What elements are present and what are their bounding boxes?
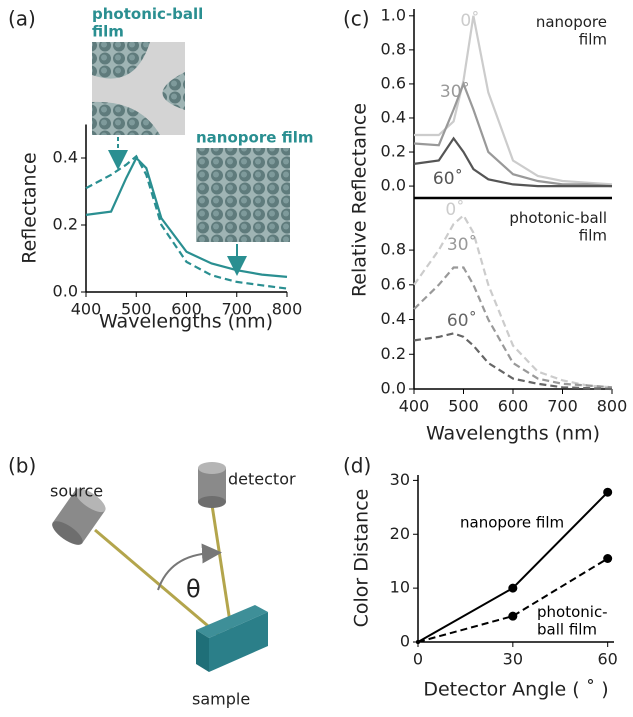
inset-nanopore bbox=[196, 148, 290, 242]
x-tick-label: 500 bbox=[121, 300, 152, 319]
series-line bbox=[414, 15, 613, 186]
x-tick-label: 700 bbox=[221, 300, 252, 319]
y-tick-label: 0.4 bbox=[381, 107, 406, 126]
x-axis-label: Wavelengths (nm) bbox=[99, 311, 273, 333]
y-tick-label: 0.6 bbox=[381, 73, 406, 92]
y-tick-label: 0.2 bbox=[381, 142, 406, 161]
y-tick-label: 0.2 bbox=[53, 215, 78, 234]
y-tick-label: 0.4 bbox=[381, 309, 406, 328]
diagram-label: detector bbox=[228, 470, 296, 489]
diagram: source detector sample θ bbox=[50, 462, 296, 709]
x-tick-label: 600 bbox=[171, 300, 202, 319]
series-line bbox=[413, 80, 613, 188]
detector-cylinder bbox=[198, 462, 226, 508]
source-cylinder bbox=[52, 488, 106, 545]
x-tick-label: 400 bbox=[399, 397, 430, 416]
x-tick-label: 500 bbox=[448, 397, 479, 416]
marker bbox=[508, 583, 518, 593]
x-tick-label: 700 bbox=[547, 397, 578, 416]
subplot-title: photonic-ball film bbox=[509, 209, 607, 244]
x-tick-label: 400 bbox=[71, 300, 102, 319]
series-label: 0˚ bbox=[460, 10, 479, 31]
series-label: photonic-ball film bbox=[537, 603, 608, 638]
series-label: nanopore film bbox=[460, 514, 564, 532]
y-axis-label: Relative Reflectance bbox=[349, 103, 371, 297]
subplot-title: nanopore film bbox=[536, 13, 607, 48]
y-tick-label: 0.8 bbox=[381, 39, 406, 58]
y-axis-label: Reflectance bbox=[19, 152, 41, 263]
x-tick-label: 0 bbox=[413, 650, 423, 669]
series-line bbox=[85, 156, 288, 278]
y-tick-label: 0.8 bbox=[381, 240, 406, 259]
x-axis-label: Wavelengths (nm) bbox=[426, 423, 600, 445]
series-label: photonic-ball film bbox=[92, 5, 203, 40]
diagram-label: θ bbox=[186, 575, 201, 603]
x-tick-label: 800 bbox=[272, 300, 303, 319]
x-tick-label: 600 bbox=[498, 397, 529, 416]
panel-label: (b) bbox=[8, 454, 36, 478]
x-axis-label: Detector Angle ( ˚ ) bbox=[423, 679, 608, 701]
y-tick-label: 0 bbox=[400, 632, 410, 651]
y-tick-label: 0.0 bbox=[53, 282, 78, 301]
diagram-label: sample bbox=[192, 690, 250, 709]
series-line bbox=[413, 332, 613, 391]
series-label: nanopore film bbox=[196, 129, 314, 147]
series-line bbox=[413, 266, 613, 389]
series-label: 60˚ bbox=[433, 168, 463, 189]
y-tick-label: 0.6 bbox=[381, 274, 406, 293]
marker bbox=[416, 640, 420, 644]
series-label: 60˚ bbox=[447, 310, 477, 331]
y-tick-label: 10 bbox=[390, 578, 410, 597]
x-tick-label: 800 bbox=[597, 397, 628, 416]
diagram-label: source bbox=[50, 482, 103, 501]
y-tick-label: 0.0 bbox=[381, 379, 406, 398]
x-tick-label: 60 bbox=[597, 650, 617, 669]
panel-label: (a) bbox=[8, 7, 36, 31]
y-tick-label: 0.0 bbox=[381, 176, 406, 195]
series-line bbox=[413, 136, 612, 188]
series-label: 30˚ bbox=[447, 234, 477, 255]
x-tick-label: 30 bbox=[503, 650, 523, 669]
y-tick-label: 1.0 bbox=[381, 5, 406, 24]
series-line bbox=[413, 213, 613, 389]
y-tick-label: 30 bbox=[390, 470, 410, 489]
panel-label: (c) bbox=[343, 7, 370, 31]
y-tick-label: 0.2 bbox=[381, 344, 406, 363]
y-tick-label: 20 bbox=[390, 524, 410, 543]
series-line bbox=[85, 154, 288, 290]
series-label: 30˚ bbox=[440, 81, 470, 102]
series-label: 0˚ bbox=[445, 199, 464, 220]
panel-label: (d) bbox=[343, 454, 371, 478]
marker bbox=[603, 554, 613, 563]
y-axis-label: Color Distance bbox=[351, 489, 373, 628]
marker bbox=[603, 487, 613, 497]
inset-photonic-ball bbox=[92, 42, 185, 135]
y-tick-label: 0.4 bbox=[53, 148, 78, 167]
marker bbox=[508, 611, 518, 621]
